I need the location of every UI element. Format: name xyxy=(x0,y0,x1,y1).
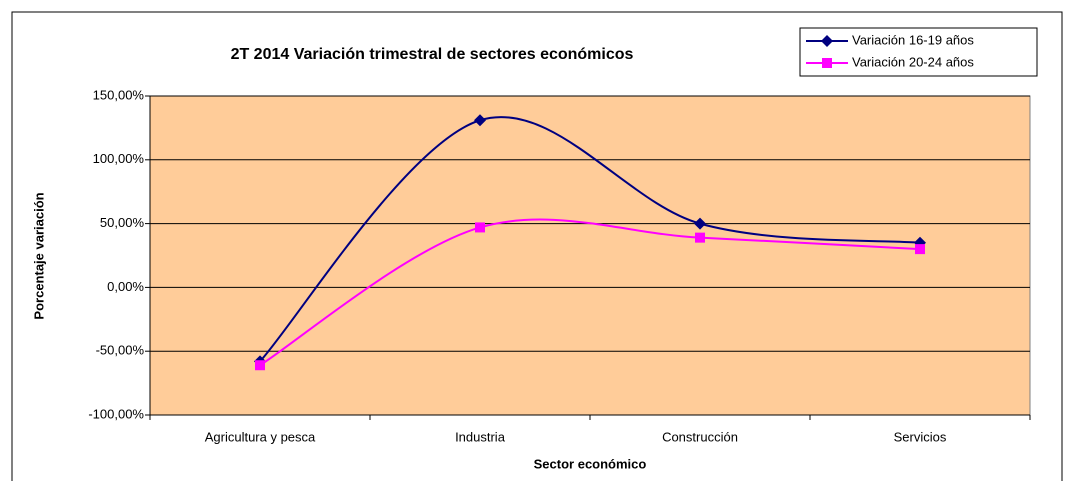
legend-label: Variación 20-24 años xyxy=(852,54,974,69)
legend-box xyxy=(799,27,1038,77)
data-point xyxy=(255,360,265,371)
y-tick-label: 100,00% xyxy=(93,151,145,166)
x-tick-label: Servicios xyxy=(894,429,947,444)
data-point xyxy=(695,232,705,243)
plot-area xyxy=(149,95,1031,416)
y-axis-label: Porcentaje variación xyxy=(31,192,46,319)
y-tick-label: 0,00% xyxy=(107,279,144,294)
data-point xyxy=(475,222,485,233)
data-point xyxy=(915,244,925,255)
data-point xyxy=(474,114,486,127)
y-tick-label: 50,00% xyxy=(100,215,145,230)
legend-marker xyxy=(822,58,832,68)
x-tick-label: Industria xyxy=(455,429,506,444)
chart-title: 2T 2014 Variación trimestral de sectores… xyxy=(231,46,634,63)
series-line xyxy=(259,116,921,363)
y-tick-label: -100,00% xyxy=(88,406,144,421)
legend-label: Variación 16-19 años xyxy=(852,32,974,47)
data-point xyxy=(694,217,706,230)
x-tick-label: Agricultura y pesca xyxy=(205,429,316,444)
y-tick-label: -50,00% xyxy=(96,343,145,358)
series-line xyxy=(259,218,921,367)
y-tick-label: 150,00% xyxy=(93,87,145,102)
legend-marker xyxy=(821,35,833,47)
x-axis-label: Sector económico xyxy=(534,456,647,471)
x-tick-label: Construcción xyxy=(662,429,738,444)
